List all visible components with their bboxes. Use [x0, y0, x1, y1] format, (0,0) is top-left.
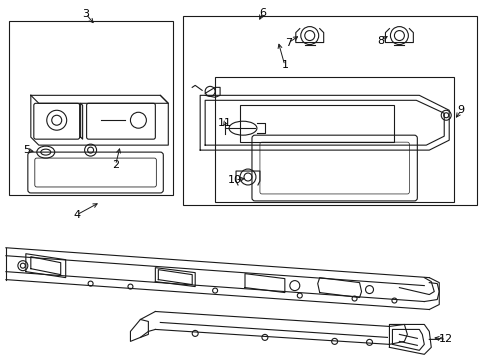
Text: 4: 4 [73, 210, 80, 220]
Bar [9, 21, 173, 195]
Bar [183, 15, 476, 205]
Text: 5: 5 [23, 145, 30, 155]
Text: 11: 11 [218, 118, 232, 128]
Text: 10: 10 [227, 175, 242, 185]
Text: 2: 2 [112, 160, 119, 170]
Text: 6: 6 [259, 8, 266, 18]
Bar [215, 77, 453, 202]
Bar [240, 105, 394, 142]
Text: 7: 7 [285, 37, 292, 48]
Text: 3: 3 [82, 9, 89, 19]
Text: 1: 1 [281, 60, 288, 71]
Text: 12: 12 [438, 334, 452, 345]
Text: 8: 8 [376, 36, 383, 46]
Text: 9: 9 [457, 105, 464, 115]
